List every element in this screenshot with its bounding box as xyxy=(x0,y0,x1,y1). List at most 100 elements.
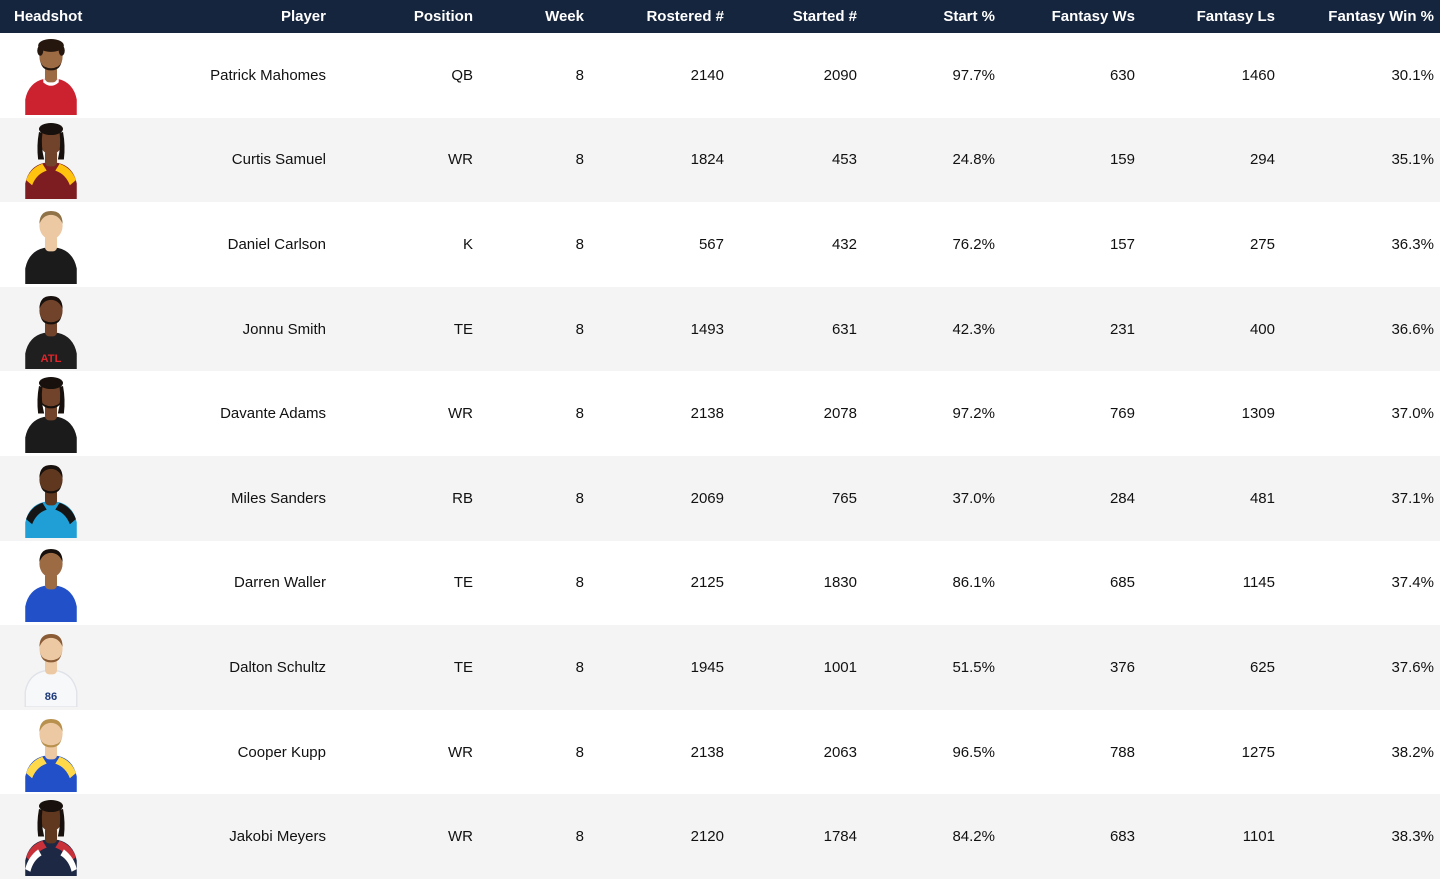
table-row: Jakobi Meyers WR 8 2120 1784 84.2% 683 1… xyxy=(0,794,1440,879)
column-header-player: Player xyxy=(280,8,326,25)
week-value: 8 xyxy=(575,235,584,253)
headshot-cell xyxy=(0,118,150,203)
fantasy-wins: 769 xyxy=(1109,405,1135,423)
fantasy-win-percentage: 37.1% xyxy=(1391,489,1434,507)
column-header-start_pct: Start % xyxy=(943,8,995,25)
fantasy-wins: 788 xyxy=(1109,743,1135,761)
start-percentage: 84.2% xyxy=(952,828,995,846)
table-row: Darren Waller TE 8 2125 1830 86.1% 685 1… xyxy=(0,540,1440,626)
player-headshot-image xyxy=(25,210,77,284)
fantasy-losses: 400 xyxy=(1249,320,1275,338)
headshot-cell: 86 xyxy=(0,625,150,710)
position-value: QB xyxy=(451,66,473,84)
rostered-count: 2138 xyxy=(690,743,724,761)
fantasy-win-percentage: 38.3% xyxy=(1391,828,1434,846)
player-headshot-image xyxy=(25,464,77,538)
player-headshot-image xyxy=(25,549,77,623)
fantasy-losses: 1309 xyxy=(1241,405,1275,423)
table-row: Davante Adams WR 8 2138 2078 97.2% 769 1… xyxy=(0,371,1440,456)
headshot-cell: ATL xyxy=(0,287,150,372)
rostered-count: 1493 xyxy=(690,320,724,338)
table-body: Patrick Mahomes QB 8 2140 2090 97.7% 630… xyxy=(0,33,1440,879)
started-count: 453 xyxy=(831,151,857,169)
rostered-count: 2140 xyxy=(690,66,724,84)
fantasy-losses: 294 xyxy=(1249,151,1275,169)
position-value: TE xyxy=(453,658,473,676)
column-header-fantasy_ls: Fantasy Ls xyxy=(1196,8,1275,25)
table-row: ATL Jonnu Smith TE 8 1493 631 42.3% 231 … xyxy=(0,286,1440,372)
fantasy-wins: 630 xyxy=(1109,66,1135,84)
column-header-rostered: Rostered # xyxy=(646,8,724,25)
player-name: Jakobi Meyers xyxy=(229,828,326,846)
fantasy-losses: 275 xyxy=(1249,235,1275,253)
column-header-fantasy_win_pct: Fantasy Win % xyxy=(1328,8,1434,25)
started-count: 765 xyxy=(831,489,857,507)
rostered-count: 567 xyxy=(698,235,724,253)
player-name: Cooper Kupp xyxy=(237,743,326,761)
started-count: 631 xyxy=(831,320,857,338)
started-count: 2063 xyxy=(823,743,857,761)
header-row: Headshot Player Position Week Rostered # Star… xyxy=(0,0,1440,33)
column-header-position: Position xyxy=(413,8,473,25)
player-headshot-image xyxy=(25,377,77,454)
position-value: WR xyxy=(448,743,473,761)
started-count: 2078 xyxy=(823,405,857,423)
fantasy-losses: 1101 xyxy=(1242,828,1275,846)
position-value: WR xyxy=(448,151,473,169)
started-count: 1784 xyxy=(823,828,857,846)
week-value: 8 xyxy=(575,151,584,169)
week-value: 8 xyxy=(575,66,584,84)
player-headshot-image: ATL xyxy=(25,295,77,369)
table-row: Curtis Samuel WR 8 1824 453 24.8% 159 29… xyxy=(0,117,1440,203)
headshot-cell xyxy=(0,456,150,541)
week-value: 8 xyxy=(575,489,584,507)
start-percentage: 76.2% xyxy=(952,235,995,253)
headshot-cell xyxy=(0,33,150,118)
table-row: Patrick Mahomes QB 8 2140 2090 97.7% 630… xyxy=(0,33,1440,118)
week-value: 8 xyxy=(575,405,584,423)
started-count: 2090 xyxy=(823,66,857,84)
headshot-cell xyxy=(0,371,150,456)
fantasy-win-percentage: 37.4% xyxy=(1391,574,1434,592)
start-percentage: 97.2% xyxy=(952,405,995,423)
fantasy-win-percentage: 30.1% xyxy=(1391,66,1434,84)
position-value: WR xyxy=(448,828,473,846)
player-headshot-image xyxy=(25,800,77,877)
player-name: Miles Sanders xyxy=(230,489,326,507)
position-value: RB xyxy=(452,489,473,507)
start-percentage: 37.0% xyxy=(952,489,995,507)
fantasy-losses: 625 xyxy=(1249,658,1275,676)
rostered-count: 1824 xyxy=(690,151,724,169)
player-headshot-image xyxy=(25,38,77,115)
column-header-fantasy_ws: Fantasy Ws xyxy=(1051,8,1135,25)
player-name: Davante Adams xyxy=(220,405,326,423)
fantasy-losses: 481 xyxy=(1249,489,1275,507)
headshot-cell xyxy=(0,710,150,795)
week-value: 8 xyxy=(575,658,584,676)
week-value: 8 xyxy=(575,574,584,592)
week-value: 8 xyxy=(575,828,584,846)
player-name: Jonnu Smith xyxy=(242,320,326,338)
player-headshot-image xyxy=(25,718,77,792)
player-name: Daniel Carlson xyxy=(227,235,326,253)
fantasy-wins: 284 xyxy=(1109,489,1135,507)
started-count: 1830 xyxy=(823,574,857,592)
player-name: Dalton Schultz xyxy=(229,658,326,676)
player-name: Darren Waller xyxy=(234,574,326,592)
column-header-headshot: Headshot xyxy=(14,8,83,25)
position-value: K xyxy=(462,235,473,253)
week-value: 8 xyxy=(575,320,584,338)
fantasy-win-percentage: 35.1% xyxy=(1391,151,1434,169)
column-header-started: Started # xyxy=(792,8,857,25)
player-headshot-image xyxy=(25,123,77,200)
fantasy-win-percentage: 37.0% xyxy=(1391,405,1434,423)
start-percentage: 51.5% xyxy=(952,658,995,676)
position-value: TE xyxy=(453,574,473,592)
headshot-cell xyxy=(0,794,150,879)
fantasy-losses: 1460 xyxy=(1241,66,1275,84)
fantasy-losses: 1145 xyxy=(1242,574,1275,592)
player-name: Curtis Samuel xyxy=(231,151,326,169)
headshot-cell xyxy=(0,202,150,287)
rostered-count: 2120 xyxy=(690,828,724,846)
fantasy-win-percentage: 36.3% xyxy=(1391,235,1434,253)
